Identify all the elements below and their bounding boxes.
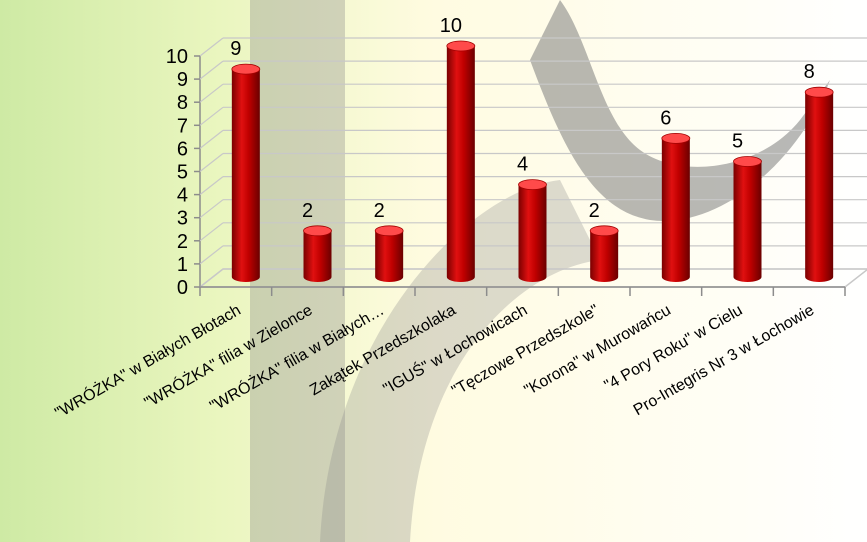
bar-top bbox=[446, 40, 476, 52]
y-tick-label: 2 bbox=[177, 231, 188, 253]
data-label: 8 bbox=[804, 61, 815, 83]
bar-top bbox=[589, 225, 619, 237]
y-tick-label: 6 bbox=[177, 138, 188, 160]
gridline-depth bbox=[199, 176, 224, 196]
bar-body bbox=[661, 138, 690, 282]
data-labels: 9 2 2 10 4 2 6 5 8 bbox=[230, 15, 814, 222]
data-label: 2 bbox=[302, 200, 313, 222]
y-tick-label: 10 bbox=[166, 46, 188, 68]
bar-body bbox=[805, 92, 834, 282]
bar-body bbox=[733, 161, 762, 282]
bar-top bbox=[661, 132, 691, 144]
y-tick-label: 4 bbox=[177, 185, 188, 207]
y-tick-label: 8 bbox=[177, 92, 188, 114]
y-tick-label: 7 bbox=[177, 115, 188, 137]
y-tick-label: 1 bbox=[177, 254, 188, 276]
bar-body bbox=[446, 46, 475, 282]
data-label: 6 bbox=[660, 107, 671, 129]
y-tick-label: 3 bbox=[177, 208, 188, 230]
gridline-depth bbox=[199, 83, 224, 103]
bar bbox=[733, 156, 762, 282]
bar-top bbox=[231, 63, 261, 75]
bar bbox=[661, 132, 691, 282]
bar-body bbox=[303, 230, 332, 282]
data-label: 10 bbox=[440, 15, 462, 37]
bar bbox=[589, 225, 619, 282]
y-tick-label: 9 bbox=[177, 69, 188, 91]
data-label: 2 bbox=[374, 200, 385, 222]
bars bbox=[231, 40, 834, 282]
bar-top bbox=[804, 86, 834, 98]
bar-body bbox=[231, 69, 260, 282]
bar bbox=[303, 225, 332, 282]
bar bbox=[374, 225, 404, 282]
gridline-depth bbox=[199, 153, 224, 172]
gridline-depth bbox=[199, 106, 224, 126]
bar bbox=[446, 40, 476, 282]
bar bbox=[804, 86, 834, 282]
category-labels: "WRÓŻKA" w Białych Błotach"WRÓŻKA" filia… bbox=[51, 300, 817, 422]
data-label: 2 bbox=[589, 200, 600, 222]
data-label: 5 bbox=[732, 131, 743, 153]
bar-top bbox=[518, 179, 547, 191]
gridline-depth bbox=[199, 245, 224, 265]
bar bbox=[231, 63, 261, 282]
gridline-depth bbox=[199, 129, 224, 149]
y-tick-label: 0 bbox=[177, 277, 188, 299]
data-label: 9 bbox=[230, 38, 241, 60]
bar-body bbox=[518, 184, 547, 282]
bar-body bbox=[375, 230, 404, 282]
y-tick-label: 5 bbox=[177, 162, 188, 184]
background-band bbox=[250, 0, 345, 542]
gridline-depth bbox=[199, 37, 224, 57]
gridline-depth bbox=[199, 199, 224, 219]
bar-top bbox=[374, 225, 404, 237]
gridline-depth bbox=[199, 222, 224, 242]
bar-top bbox=[733, 156, 762, 167]
gridline-depth bbox=[199, 268, 224, 288]
bar bbox=[518, 179, 547, 282]
data-label: 4 bbox=[517, 154, 528, 176]
gridline-depth bbox=[199, 60, 224, 80]
bar-body bbox=[590, 230, 619, 282]
bar-top bbox=[303, 225, 332, 237]
x-axis bbox=[199, 286, 846, 296]
